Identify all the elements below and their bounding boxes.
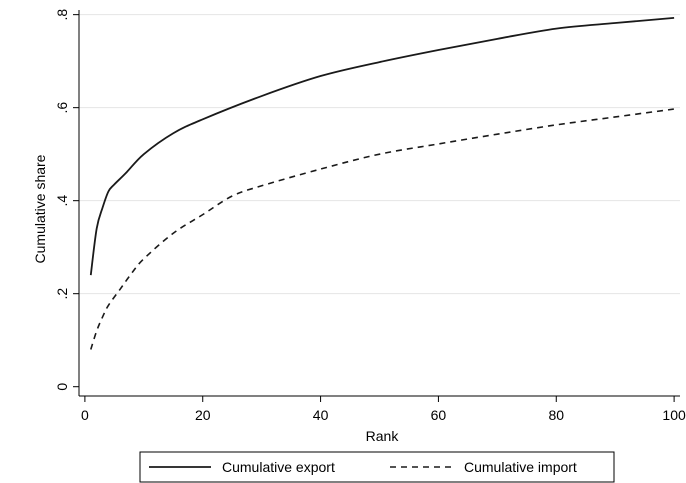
legend-label-export: Cumulative export	[222, 459, 335, 475]
x-axis-title: Rank	[366, 428, 400, 444]
series-line-cumulative-export	[89, 17, 675, 276]
y-tick-label: 0	[54, 383, 70, 391]
x-tick-label: 100	[662, 407, 686, 423]
grid-lines	[79, 14, 680, 295]
x-tick-label: 20	[195, 407, 211, 423]
legend-box	[139, 451, 615, 483]
legend: Cumulative export Cumulative import	[139, 451, 615, 483]
y-tick-label: .2	[54, 288, 70, 300]
axes	[78, 10, 680, 397]
legend-label-import: Cumulative import	[464, 459, 577, 475]
x-tick-label: 0	[81, 407, 89, 423]
ticks: 0 .2 .4 .6 .8 0 20 40 60 80 100	[54, 9, 686, 423]
x-tick-label: 60	[431, 407, 447, 423]
x-tick-label: 40	[313, 407, 329, 423]
series	[89, 17, 675, 350]
y-tick-label: .8	[54, 9, 70, 21]
y-axis-title: Cumulative share	[32, 154, 48, 263]
series-line-cumulative-import	[90, 108, 675, 350]
y-tick-label: .4	[54, 195, 70, 207]
x-tick-label: 80	[548, 407, 564, 423]
y-tick-label: .6	[54, 102, 70, 114]
